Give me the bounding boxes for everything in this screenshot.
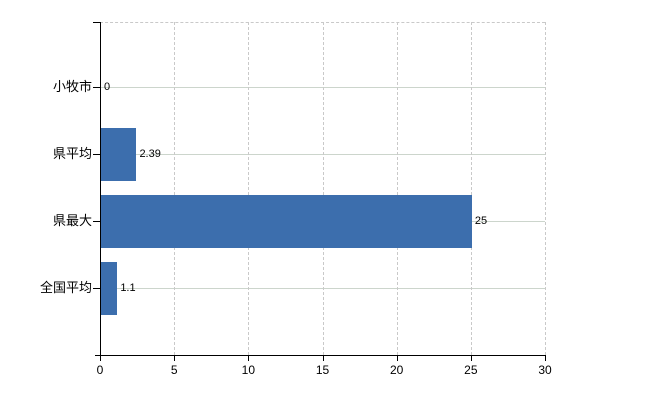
category-label: 県最大 (52, 213, 92, 228)
value-label: 0 (104, 81, 111, 93)
y-axis-end-tick (93, 22, 100, 23)
value-label: 2.39 (139, 148, 161, 160)
category-tick-mark (93, 154, 100, 155)
vertical-gridline (248, 22, 250, 355)
vertical-gridline (322, 22, 324, 355)
vertical-gridline (470, 22, 472, 355)
category-label: 県平均 (52, 146, 92, 161)
x-tick-label: 15 (315, 363, 330, 377)
bar (101, 262, 118, 315)
x-tick-label: 20 (389, 363, 404, 377)
bar (101, 195, 472, 248)
x-tick-mark (100, 355, 101, 361)
x-tick-label: 10 (241, 363, 255, 377)
vertical-gridline (396, 22, 398, 355)
value-label: 25 (474, 215, 488, 227)
x-axis-line (95, 355, 546, 356)
category-tick-mark (93, 87, 100, 88)
value-label: 1.1 (120, 282, 136, 294)
x-tick-label: 30 (538, 363, 552, 377)
x-tick-label: 5 (170, 363, 178, 377)
category-label: 小牧市 (52, 79, 92, 94)
x-tick-mark (248, 355, 250, 361)
x-tick-mark (174, 355, 176, 361)
x-tick-label: 0 (96, 363, 104, 377)
category-tick-mark (93, 288, 100, 289)
x-tick-mark (396, 355, 398, 361)
plot-right-border (545, 22, 546, 355)
y-axis-line (100, 22, 101, 356)
x-tick-mark (322, 355, 324, 361)
category-tick-mark (93, 221, 100, 222)
vertical-gridline (174, 22, 176, 355)
x-tick-mark (545, 355, 546, 361)
category-label: 全国平均 (39, 280, 92, 295)
x-tick-label: 25 (464, 363, 478, 377)
bar (101, 128, 137, 181)
x-tick-mark (470, 355, 472, 361)
